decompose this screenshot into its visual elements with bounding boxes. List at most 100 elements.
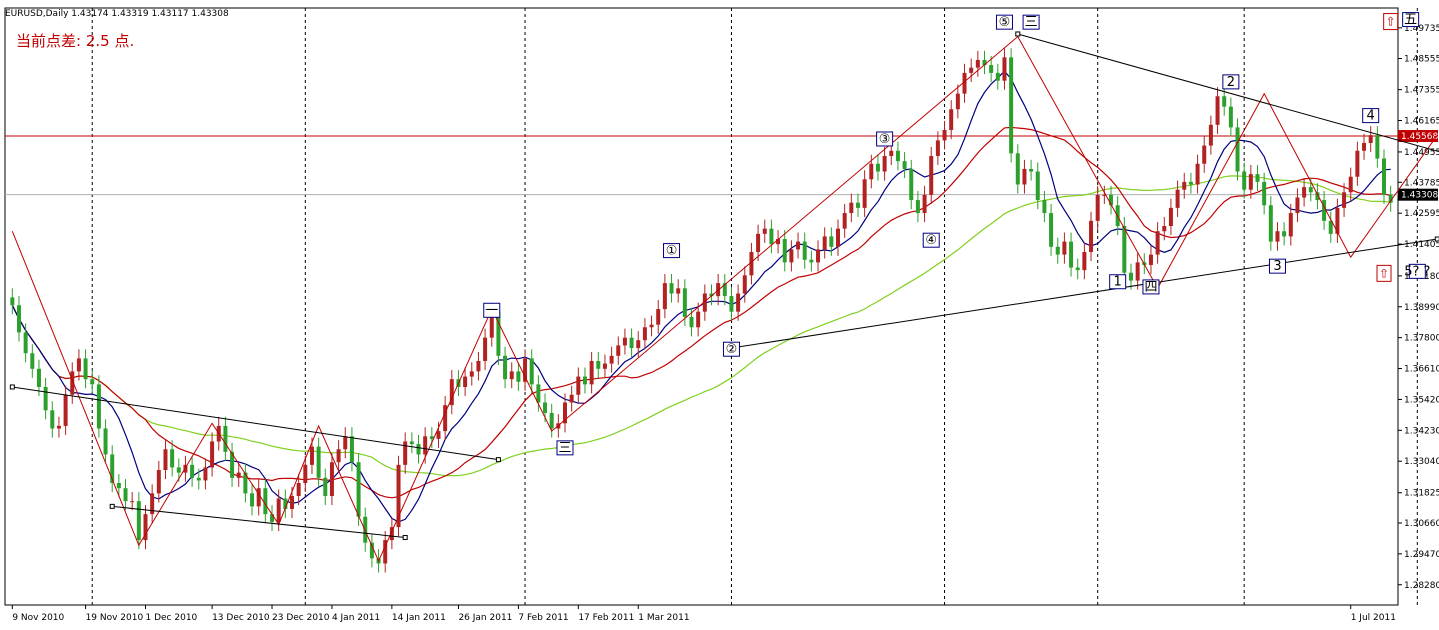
candle-body xyxy=(243,472,248,494)
trendline xyxy=(12,386,499,461)
candle-body xyxy=(642,327,647,341)
time-label: 23 Dec 2010 xyxy=(272,613,330,623)
candle-body xyxy=(516,371,521,382)
candle-body xyxy=(709,293,714,297)
candle-body xyxy=(576,376,581,395)
time-label: 7 Feb 2011 xyxy=(518,613,568,623)
candle-body xyxy=(523,358,528,382)
candle-body xyxy=(789,249,794,263)
candle-body xyxy=(1109,194,1114,206)
candle-body xyxy=(283,498,288,509)
candle-body xyxy=(210,441,215,468)
candle-body xyxy=(130,501,135,503)
candle-body xyxy=(736,293,741,312)
candle-body xyxy=(676,288,681,294)
candle-body xyxy=(196,477,201,481)
candle-body xyxy=(869,163,874,180)
candle-body xyxy=(396,464,401,528)
candle-body xyxy=(136,501,141,541)
candle-body xyxy=(296,483,301,496)
candle-body xyxy=(1275,231,1280,242)
wave-label: ① xyxy=(666,244,678,259)
candle-body xyxy=(250,493,255,507)
candle-body xyxy=(949,109,954,130)
candle-body xyxy=(1062,241,1067,255)
candle-body xyxy=(749,251,754,276)
candle-body xyxy=(1055,246,1060,255)
candle-body xyxy=(156,470,161,494)
candle-body xyxy=(882,155,887,172)
wave-label-box xyxy=(1402,12,1420,28)
candle-body xyxy=(369,542,374,559)
price-label: 1.38990 xyxy=(1404,303,1439,313)
candle-body xyxy=(429,436,434,439)
candle-body xyxy=(323,477,328,496)
wave-label: 2 xyxy=(1227,75,1235,90)
candle-body xyxy=(955,93,960,110)
wave-label: 3 xyxy=(1273,259,1281,274)
candle-body xyxy=(116,483,121,489)
candle-body xyxy=(862,179,867,208)
candle-body xyxy=(1015,153,1020,185)
candle-body xyxy=(769,228,774,245)
candle-body xyxy=(1328,220,1333,234)
candle-body xyxy=(96,384,101,429)
candle-body xyxy=(176,467,181,473)
candle-body xyxy=(23,332,28,354)
wave-label: ③ xyxy=(879,132,891,147)
candle-body xyxy=(1122,226,1127,273)
candle-body xyxy=(596,361,601,369)
candle-body xyxy=(1375,135,1380,159)
spread-text: 当前点差: 2.5 点. xyxy=(16,32,135,50)
candle-body xyxy=(702,293,707,312)
candle-body xyxy=(10,297,15,306)
wave-label: ④ xyxy=(925,233,937,248)
candle-body xyxy=(1268,205,1273,242)
candle-body xyxy=(1075,267,1080,271)
candle-body xyxy=(309,446,314,465)
plot-frame xyxy=(4,7,1399,606)
wave-label: ② xyxy=(726,342,738,357)
bid-tag-text: 1.43308 xyxy=(1401,191,1438,201)
price-label: 1.46165 xyxy=(1404,117,1439,127)
candle-body xyxy=(722,283,727,297)
candle-body xyxy=(170,449,175,468)
candle-body xyxy=(656,309,661,325)
candle-body xyxy=(1282,231,1287,237)
candle-body xyxy=(1382,158,1387,195)
candle-body xyxy=(103,428,108,455)
candle-body xyxy=(1228,106,1233,128)
candle-body xyxy=(1222,96,1227,107)
candle-body xyxy=(489,311,494,338)
trendline-handle xyxy=(495,457,501,463)
candle-body xyxy=(63,394,68,426)
candle-body xyxy=(1208,124,1213,146)
candle-body xyxy=(962,72,967,94)
candle-body xyxy=(796,241,801,250)
candle-body xyxy=(183,464,188,473)
candle-body xyxy=(909,168,914,201)
candle-body xyxy=(303,464,308,484)
candle-body xyxy=(383,540,388,564)
candle-body xyxy=(756,233,761,252)
candle-body xyxy=(1082,251,1087,271)
time-label: 1 Dec 2010 xyxy=(146,613,198,623)
candle-body xyxy=(30,353,35,369)
up-arrow-icon: ⇧ xyxy=(1386,15,1396,29)
candle-body xyxy=(1368,135,1373,143)
candle-body xyxy=(1302,187,1307,198)
candle-body xyxy=(389,527,394,541)
candle-body xyxy=(1342,192,1347,208)
time-label: 17 Feb 2011 xyxy=(578,613,634,623)
candle-body xyxy=(163,449,168,471)
candle-body xyxy=(16,305,21,333)
wave-label-box xyxy=(1022,14,1040,30)
candle-body xyxy=(989,65,994,73)
wave-label-box xyxy=(556,440,574,456)
time-label: 4 Jan 2011 xyxy=(332,613,380,623)
candle-body xyxy=(76,358,81,372)
candle-body xyxy=(1362,142,1367,151)
